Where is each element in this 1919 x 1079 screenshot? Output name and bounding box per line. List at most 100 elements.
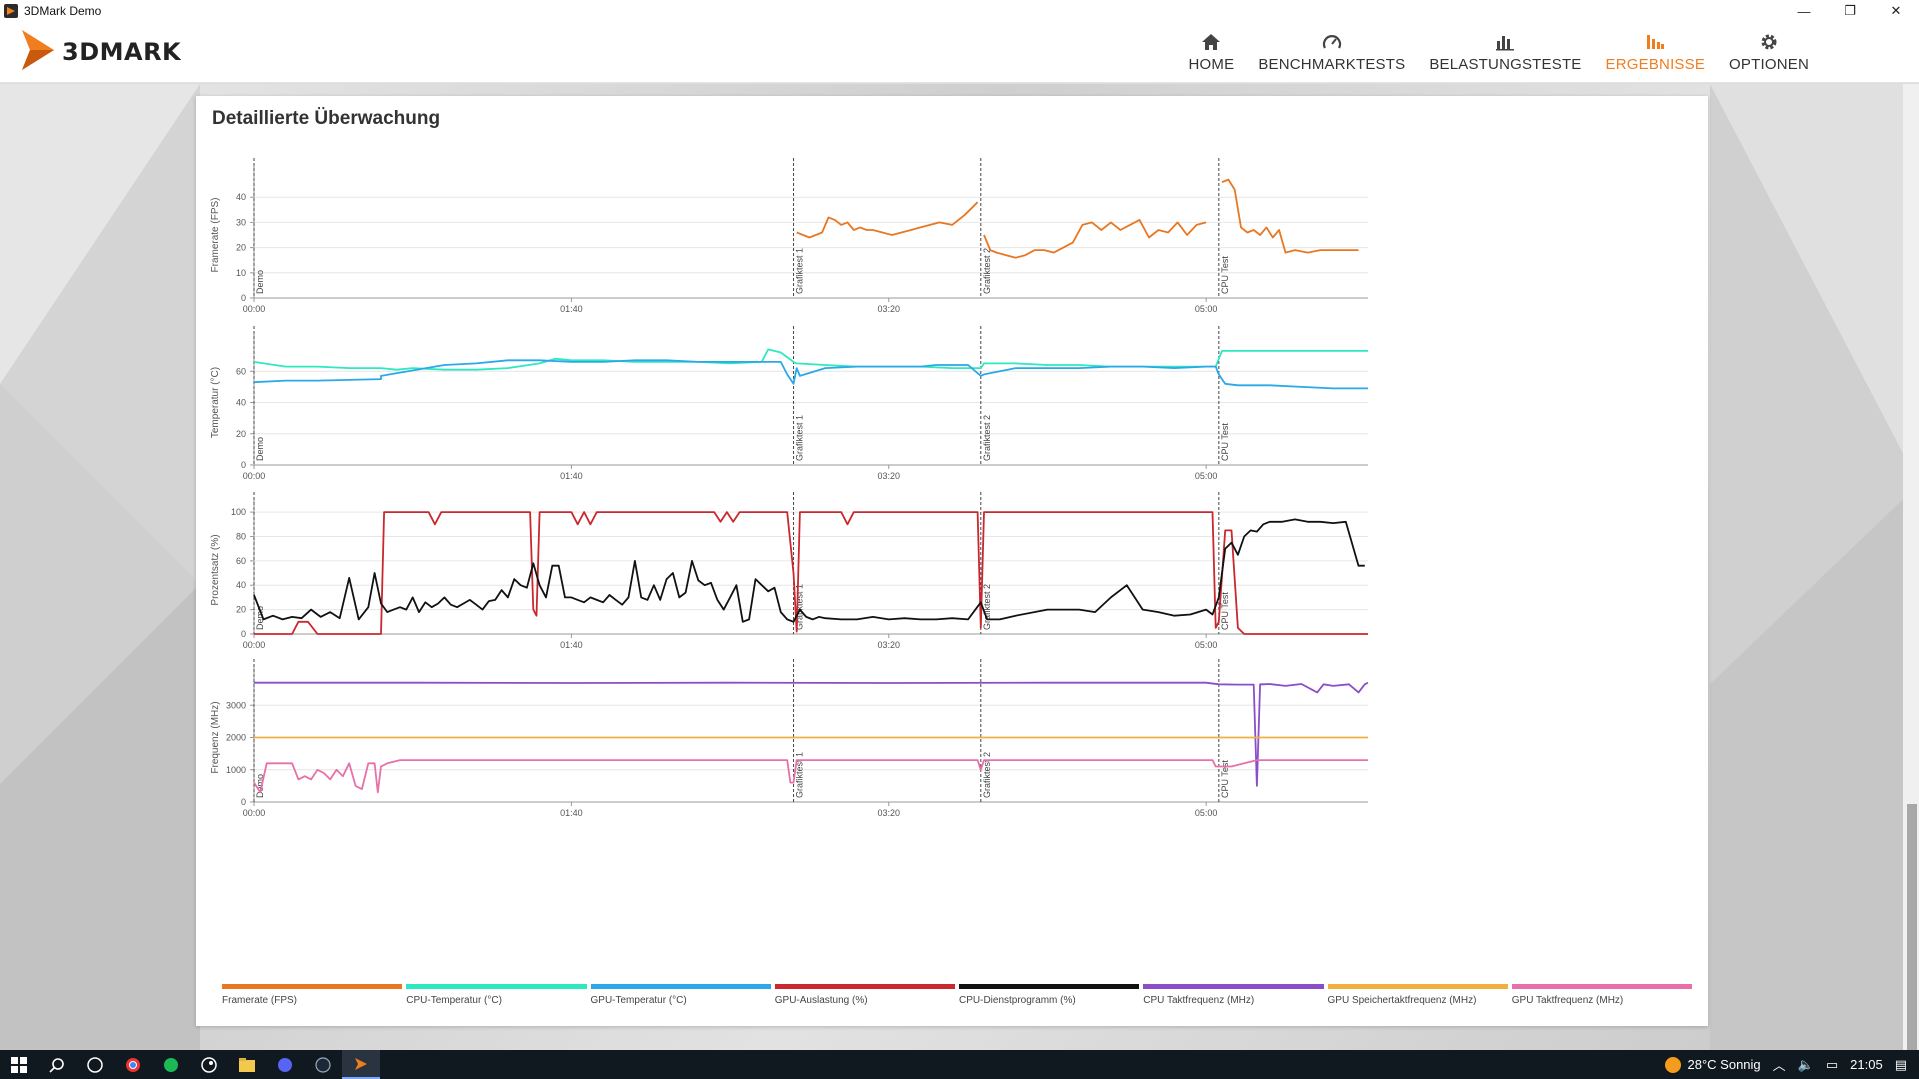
legend-label: GPU Taktfrequenz (MHz): [1511, 995, 1624, 1006]
x-tick-label: 01:40: [560, 640, 583, 650]
series-line-gpu_temp: [253, 359, 1368, 390]
nav-benchmarktests[interactable]: BENCHMARKTESTS: [1246, 22, 1417, 83]
legend-item[interactable]: GPU-Auslastung (%): [774, 984, 955, 1006]
legend-item[interactable]: CPU Taktfrequenz (MHz): [1143, 984, 1324, 1006]
steam-icon[interactable]: [190, 1050, 228, 1079]
tray-chevron-icon[interactable]: ︿: [1772, 1058, 1786, 1073]
y-tick-label: 2000: [226, 733, 246, 743]
3dmark-icon[interactable]: [342, 1050, 380, 1079]
legend-item[interactable]: CPU-Dienstprogramm (%): [959, 984, 1140, 1006]
phase-marker-label: Demo: [255, 774, 265, 798]
3dmark-app-icon: [4, 4, 18, 18]
y-tick-label: 80: [236, 531, 246, 541]
legend-color-bar: [590, 984, 771, 989]
y-tick-label: 40: [236, 580, 246, 590]
3dmark-logo[interactable]: 3DMARK: [20, 28, 230, 74]
chart-legend: Framerate (FPS) CPU-Temperatur (°C) GPU-Te…: [222, 984, 1692, 1006]
phase-marker-label: CPU Test: [1220, 592, 1230, 630]
y-tick-label: 10: [236, 268, 246, 278]
x-tick-label: 01:40: [560, 304, 583, 314]
y-tick-label: 0: [241, 293, 246, 303]
y-tick-label: 3000: [226, 700, 246, 710]
legend-item[interactable]: Framerate (FPS): [222, 984, 403, 1006]
phase-marker-label: Grafiktest 1: [795, 415, 805, 461]
3dmark-logo-icon: [22, 30, 54, 70]
legend-label: CPU-Dienstprogramm (%): [959, 995, 1076, 1006]
phase-marker-label: Demo: [255, 437, 265, 461]
notification-icon[interactable]: ▤: [1894, 1056, 1907, 1072]
app-header: 3DMARK HOME BENCHMARKTESTS BELASTUNGSTES…: [0, 22, 1919, 83]
phase-marker-label: CPU Test: [1220, 760, 1230, 798]
background-polygons: [0, 84, 1919, 1050]
minimize-button[interactable]: —: [1797, 3, 1811, 19]
nav-optionen[interactable]: OPTIONEN: [1717, 22, 1821, 83]
phase-marker-label: Grafiktest 2: [982, 248, 992, 294]
legend-color-bar: [774, 984, 955, 989]
phase-marker-label: Grafiktest 2: [982, 752, 992, 798]
file-explorer-icon[interactable]: [228, 1050, 266, 1079]
y-tick-label: 40: [236, 398, 246, 408]
discord-icon[interactable]: [266, 1050, 304, 1079]
x-tick-label: 03:20: [877, 640, 900, 650]
legend-item[interactable]: GPU-Temperatur (°C): [590, 984, 771, 1006]
nav-optionen-label: OPTIONEN: [1729, 56, 1809, 73]
legend-color-bar: [406, 984, 587, 989]
x-tick-label: 05:00: [1195, 640, 1218, 650]
network-icon[interactable]: ▭: [1825, 1056, 1839, 1072]
phase-marker-label: Demo: [255, 606, 265, 630]
legend-label: Framerate (FPS): [222, 995, 298, 1006]
phase-marker-label: Demo: [255, 270, 265, 294]
legend-item[interactable]: GPU Speichertaktfrequenz (MHz): [1327, 984, 1508, 1006]
window-titlebar: 3DMark Demo — ❐ ✕: [0, 0, 1919, 22]
weather-text[interactable]: 28°C Sonnig: [1687, 1057, 1761, 1072]
volume-icon[interactable]: 🔈: [1797, 1056, 1814, 1072]
x-tick-label: 03:20: [877, 304, 900, 314]
nav-belastungsteste[interactable]: BELASTUNGSTESTE: [1417, 22, 1593, 83]
chart-panel-1: 0 20 40 60 Temperatur (°C) 00:00 01:40 03:20 05:…: [210, 326, 1368, 481]
clock-time[interactable]: 21:05: [1850, 1057, 1883, 1072]
windows-start-icon[interactable]: [0, 1050, 38, 1079]
search-icon[interactable]: [38, 1050, 76, 1079]
spotify-icon[interactable]: [152, 1050, 190, 1079]
x-tick-label: 00:00: [243, 471, 266, 481]
phase-marker-label: Grafiktest 2: [982, 584, 992, 630]
x-tick-label: 01:40: [560, 808, 583, 818]
home-icon: [1199, 30, 1223, 54]
bar-chart-icon: [1493, 30, 1517, 54]
nav-home[interactable]: HOME: [1177, 22, 1247, 83]
y-tick-label: 0: [241, 797, 246, 807]
y-tick-label: 30: [236, 217, 246, 227]
window-title: 3DMark Demo: [24, 4, 102, 18]
card-title: Detaillierte Überwachung: [212, 108, 441, 129]
scrollbar[interactable]: [1903, 84, 1919, 1079]
legend-label: CPU-Temperatur (°C): [406, 995, 502, 1006]
y-tick-label: 1000: [226, 765, 246, 775]
y-tick-label: 20: [236, 429, 246, 439]
phase-marker-label: Grafiktest 1: [795, 752, 805, 798]
y-tick-label: 20: [236, 605, 246, 615]
gear-icon: [1757, 30, 1781, 54]
scrollbar-thumb[interactable]: [1907, 804, 1917, 1079]
series-line-gpu_load: [254, 511, 1368, 635]
legend-item[interactable]: GPU Taktfrequenz (MHz): [1511, 984, 1692, 1006]
chart-panel-0: 0 10 20 30 40 Framerate (FPS) 00:00 01:40 03:20 0…: [210, 158, 1368, 314]
steam-icon[interactable]: [304, 1050, 342, 1079]
nav-ergebnisse[interactable]: ERGEBNISSE: [1594, 22, 1718, 83]
nav-ergebnisse-label: ERGEBNISSE: [1605, 56, 1706, 73]
window-controls: — ❐ ✕: [1781, 0, 1919, 22]
x-tick-label: 03:20: [877, 471, 900, 481]
restore-button[interactable]: ❐: [1844, 3, 1856, 18]
whatsapp-icon[interactable]: [76, 1050, 114, 1079]
chrome-icon[interactable]: [114, 1050, 152, 1079]
x-tick-label: 05:00: [1195, 471, 1218, 481]
legend-color-bar: [1511, 984, 1692, 989]
y-tick-label: 60: [236, 366, 246, 376]
system-tray: 28°C Sonnig ︿ 🔈 ▭ 21:05 ▤: [1664, 1050, 1919, 1079]
close-button[interactable]: ✕: [1890, 3, 1902, 18]
legend-item[interactable]: CPU-Temperatur (°C): [406, 984, 587, 1006]
y-axis-label: Temperatur (°C): [210, 367, 221, 438]
x-tick-label: 05:00: [1195, 304, 1218, 314]
chart-panel-2: 0 20 40 60 80 100 Prozentsatz (%) 00:00 01:40 03:…: [210, 492, 1368, 650]
x-tick-label: 00:00: [243, 640, 266, 650]
